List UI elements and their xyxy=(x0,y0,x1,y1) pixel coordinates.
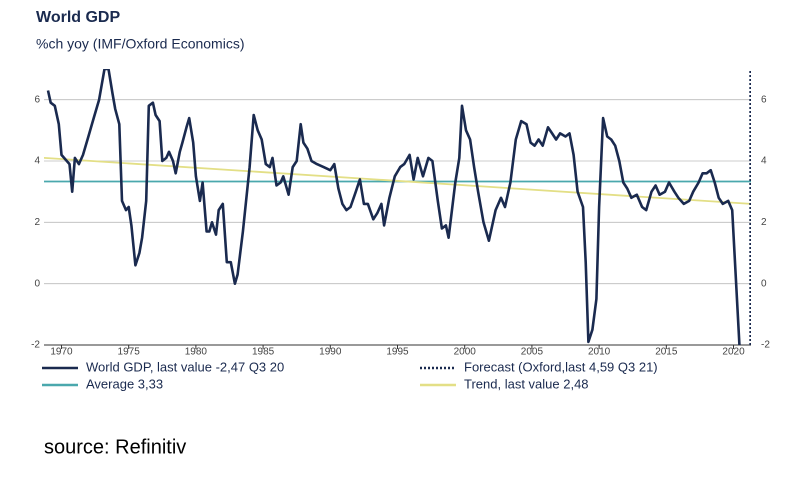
legend-label: World GDP, last value -2,47 Q3 20 xyxy=(86,359,284,374)
y2-tick-label: 2 xyxy=(761,217,767,228)
y2-tick-label: -2 xyxy=(761,340,770,351)
y-tick-label: -2 xyxy=(31,340,40,351)
plot-area xyxy=(44,69,751,345)
x-tick-label: 1995 xyxy=(386,347,409,358)
y-tick-label: 0 xyxy=(34,278,40,289)
x-tick-label: 1985 xyxy=(252,347,275,358)
y2-tick-label: 4 xyxy=(761,156,767,167)
series-line xyxy=(46,69,741,345)
x-tick-label: 1975 xyxy=(118,347,141,358)
legend-label: Forecast (Oxford,last 4,59 Q3 21) xyxy=(464,359,658,374)
y2-tick-label: 6 xyxy=(761,94,767,105)
x-tick-label: 1980 xyxy=(185,347,208,358)
legend-label: Trend, last value 2,48 xyxy=(464,376,589,391)
x-tick-label: 2000 xyxy=(454,347,477,358)
y2-tick-label: 0 xyxy=(761,278,767,289)
x-tick-label: 2020 xyxy=(722,347,745,358)
chart-title: World GDP xyxy=(36,9,120,26)
x-tick-label: 2015 xyxy=(655,347,678,358)
chart-subtitle: %ch yoy (IMF/Oxford Economics) xyxy=(36,36,245,52)
y-tick-label: 4 xyxy=(34,156,40,167)
x-tick-label: 1990 xyxy=(319,347,342,358)
y-tick-label: 2 xyxy=(34,217,40,228)
x-tick-label: 1970 xyxy=(50,347,73,358)
y-tick-label: 6 xyxy=(34,94,40,105)
source: source: Refinitiv xyxy=(44,436,186,458)
x-tick-label: 2005 xyxy=(521,347,544,358)
legend-label: Average 3,33 xyxy=(86,376,163,391)
x-tick-label: 2010 xyxy=(588,347,611,358)
